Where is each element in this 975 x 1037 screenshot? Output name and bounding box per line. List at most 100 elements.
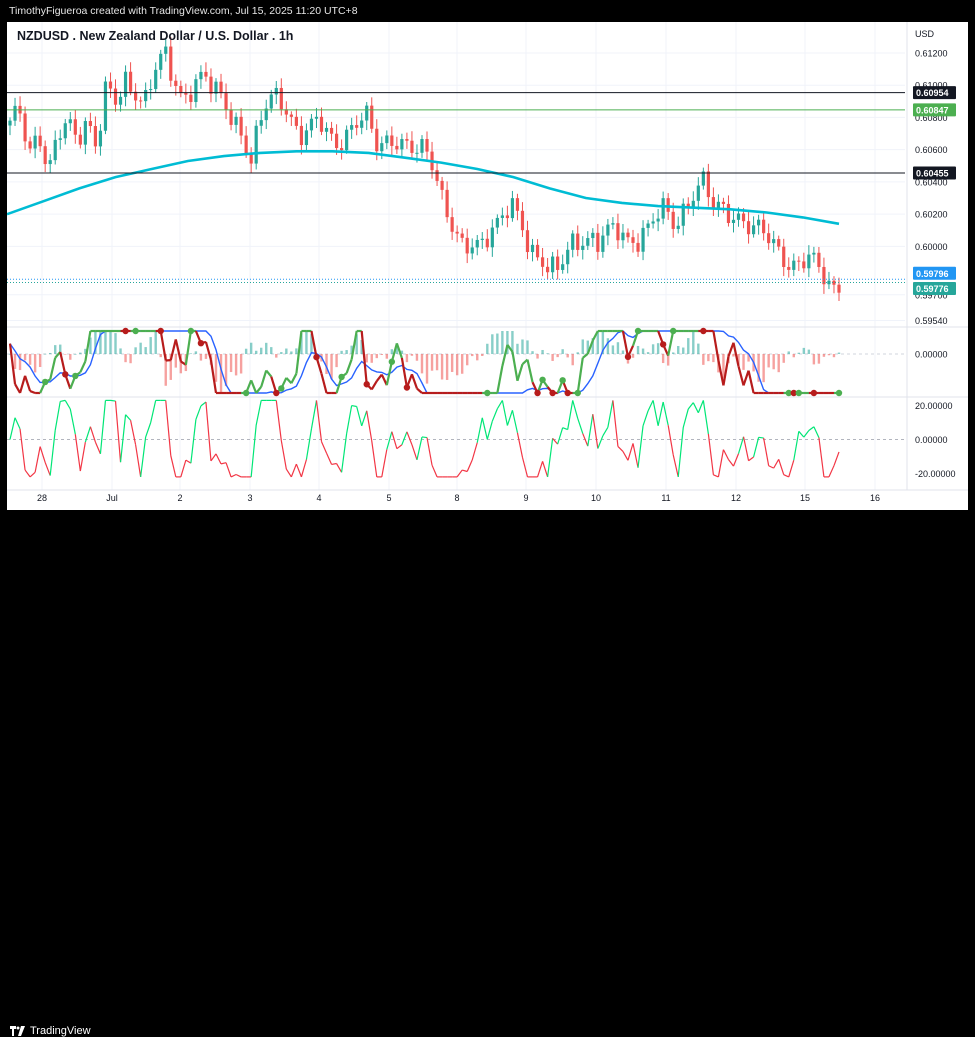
macd-line-segment (25, 376, 30, 391)
candle-body (501, 215, 504, 218)
oscillator-segment (216, 454, 221, 464)
candle-body (375, 129, 378, 151)
oscillator-segment (35, 447, 40, 473)
macd-line-segment (50, 358, 55, 380)
tradingview-logo[interactable]: TradingView (10, 1025, 91, 1037)
oscillator-segment (809, 427, 814, 431)
macd-histogram-bar (134, 347, 136, 354)
macd-histogram-bar (803, 348, 805, 354)
macd-line-segment (347, 359, 352, 373)
macd-histogram-bar (471, 354, 473, 356)
macd-cross-dot (811, 390, 817, 396)
macd-histogram-bar (340, 351, 342, 354)
macd-histogram-bar (707, 354, 709, 361)
macd-histogram-bar (632, 354, 634, 358)
candle-body (807, 255, 810, 269)
candle-body (144, 90, 147, 101)
macd-line-segment (186, 331, 191, 365)
oscillator-segment (397, 445, 402, 449)
candle-body (84, 121, 87, 145)
macd-histogram-bar (371, 354, 373, 363)
macd-histogram-bar (828, 354, 830, 355)
macd-histogram-bar (451, 354, 453, 372)
candle-body (727, 204, 730, 223)
macd-histogram-bar (838, 353, 840, 354)
oscillator-segment (744, 437, 749, 461)
oscillator-segment (427, 438, 432, 466)
macd-histogram-bar (215, 354, 217, 382)
macd-line-segment (60, 352, 65, 374)
oscillator-segment (231, 474, 236, 476)
candle-body (229, 109, 232, 124)
macd-histogram-bar (582, 339, 584, 354)
oscillator-segment (100, 400, 105, 453)
macd-histogram-bar (546, 353, 548, 354)
macd-histogram-bar (39, 354, 41, 367)
x-tick-label: 5 (386, 493, 391, 503)
macd-cross-dot (534, 390, 540, 396)
oscillator-segment (30, 472, 35, 477)
candle-body (536, 245, 539, 257)
oscillator-segment (502, 400, 507, 425)
oscillator-segment (221, 463, 226, 464)
macd-cross-dot (836, 390, 842, 396)
macd-histogram-bar (139, 343, 141, 354)
macd-histogram-bar (501, 331, 503, 354)
candle-body (94, 126, 97, 146)
candle-body (611, 223, 614, 224)
candle-body (345, 130, 348, 150)
y-tick-label: 0.60600 (915, 145, 948, 155)
candle-body (812, 253, 815, 255)
macd-histogram-bar (607, 338, 609, 354)
oscillator-segment (668, 425, 673, 454)
oscillator-segment (593, 414, 598, 448)
macd-cross-dot (700, 328, 706, 334)
macd-line-segment (517, 364, 522, 381)
oscillator-segment (201, 402, 206, 406)
candle-body (305, 130, 308, 145)
candle-body (616, 223, 619, 240)
candle-body (34, 136, 37, 149)
candle-body (350, 125, 353, 130)
candle-body (737, 214, 740, 220)
macd-line-segment (372, 381, 377, 389)
macd-histogram-bar (149, 337, 151, 354)
candle-body (636, 243, 639, 252)
candle-body (491, 228, 494, 248)
oscillator-segment (146, 423, 151, 437)
macd-histogram-bar (406, 354, 408, 362)
macd-cross-dot (132, 328, 138, 334)
macd-histogram-bar (732, 354, 734, 357)
macd-line-segment (266, 370, 271, 376)
macd-line-segment (512, 352, 517, 381)
macd-histogram-bar (556, 354, 558, 357)
oscillator-segment (226, 463, 231, 477)
candle-body (49, 160, 52, 164)
oscillator-segment (95, 442, 100, 454)
macd-histogram-bar (205, 354, 207, 359)
candle-body (109, 82, 112, 89)
x-tick-label: 3 (247, 493, 252, 503)
candle-body (139, 100, 142, 101)
macd-histogram-bar (566, 354, 568, 357)
macd-histogram-bar (762, 354, 764, 382)
candle-body (129, 72, 132, 92)
x-tick-label: 12 (731, 493, 741, 503)
oscillator-segment (332, 464, 337, 465)
oscillator-segment (206, 402, 211, 461)
oscillator-segment (151, 400, 156, 422)
oscillator-segment (764, 438, 769, 466)
screenshot-root: TimothyFigueroa created with TradingView… (0, 0, 975, 536)
chart-svg[interactable]: USD0.612000.610000.608000.606000.604000.… (7, 22, 968, 510)
candle-body (219, 82, 222, 93)
macd-cross-dot (796, 390, 802, 396)
y-tick-label: 0.59540 (915, 316, 948, 326)
macd-histogram-bar (561, 349, 563, 354)
oscillator-segment (482, 418, 487, 439)
candle-body (390, 135, 393, 145)
candle-body (782, 247, 785, 267)
candle-body (722, 202, 725, 204)
oscillator-segment (472, 443, 477, 460)
oscillator-segment (327, 453, 332, 464)
